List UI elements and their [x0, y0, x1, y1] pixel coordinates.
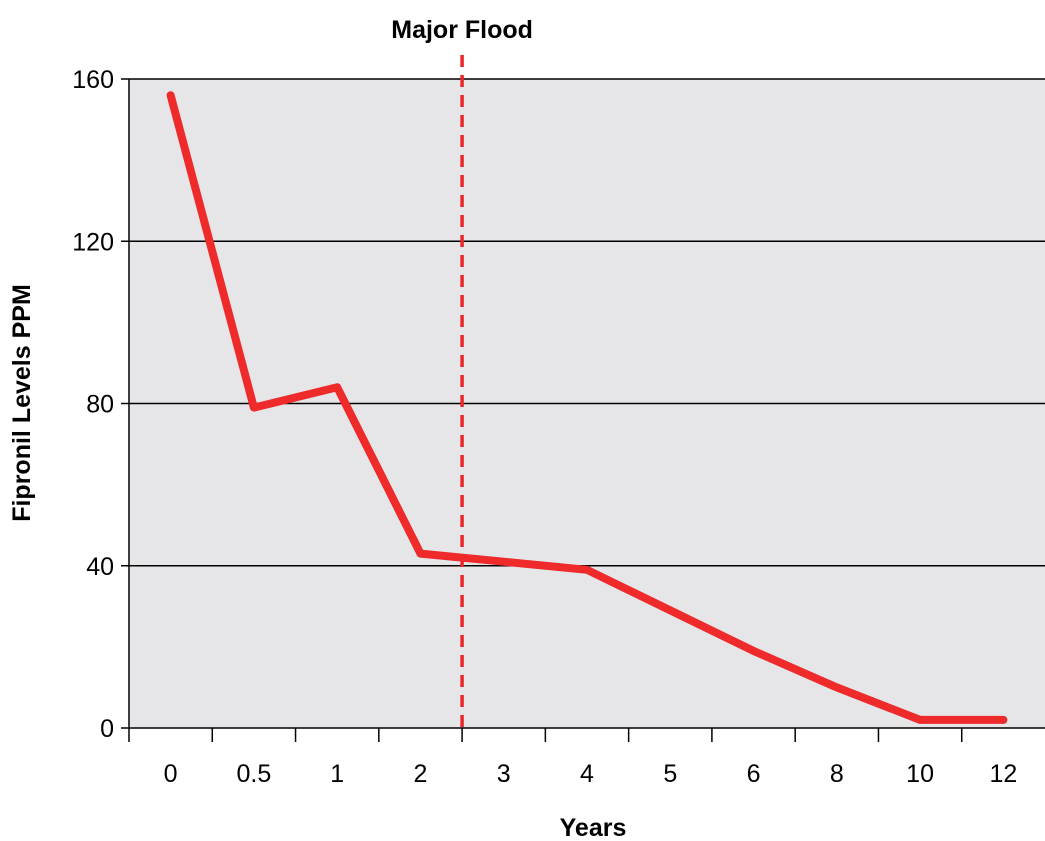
- y-axis-title: Fipronil Levels PPM: [8, 284, 36, 522]
- x-tick-label: 10: [906, 760, 934, 788]
- x-tick-label: 12: [989, 760, 1017, 788]
- y-axis: 0 40 80 120 160: [72, 66, 129, 743]
- y-tick-label: 40: [86, 553, 114, 581]
- x-tick-label: 1: [330, 760, 344, 788]
- y-tick-label: 0: [100, 715, 114, 743]
- y-tick-label: 160: [72, 66, 114, 94]
- x-tick-label: 2: [414, 760, 428, 788]
- x-tick-label: 0: [164, 760, 178, 788]
- x-tick-label: 3: [497, 760, 511, 788]
- x-tick-label: 4: [580, 760, 594, 788]
- x-tick-label: 6: [747, 760, 761, 788]
- x-tick-label: 0.5: [237, 760, 272, 788]
- x-axis: 0 0.5 1 2 3 4 5 6 8 10 12: [128, 79, 1045, 788]
- x-axis-title: Years: [560, 814, 627, 841]
- y-tick-label: 120: [72, 228, 114, 256]
- y-tick-label: 80: [86, 391, 114, 419]
- x-tick-label: 8: [830, 760, 844, 788]
- major-flood-label: Major Flood: [391, 16, 533, 44]
- x-tick-label: 5: [663, 760, 677, 788]
